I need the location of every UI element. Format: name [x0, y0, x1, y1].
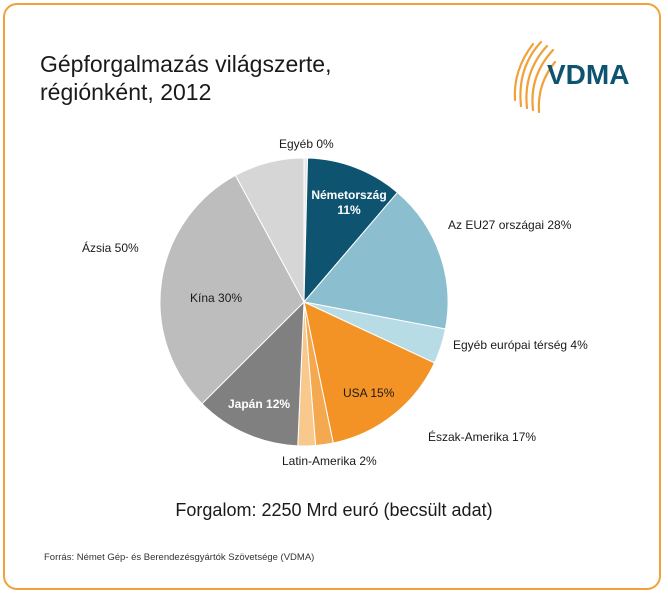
vdma-logo-text: VDMA — [547, 59, 629, 90]
source-note: Forrás: Német Gép- és Berendezésgyártók … — [44, 552, 315, 563]
pie-slice-1 — [303, 157, 399, 304]
label-japan: Japán 12% — [228, 397, 290, 411]
label-nemetorszag: Németország — [311, 188, 386, 202]
title-line-1: Gépforgalmazás világszerte, — [40, 51, 332, 77]
label-egyeb: Egyéb 0% — [279, 137, 334, 151]
label-egyeb-europai: Egyéb európai térség 4% — [453, 338, 588, 352]
total-turnover: Forgalom: 2250 Mrd euró (becsült adat) — [175, 500, 493, 520]
pie-slice-2 — [303, 191, 449, 330]
pie-slices — [159, 157, 449, 447]
label-azsia: Ázsia 50% — [82, 240, 139, 255]
label-eszak-amerika: Észak-Amerika 17% — [428, 429, 536, 444]
pie-slice-8 — [159, 174, 305, 405]
label-eu27: Az EU27 országai 28% — [448, 218, 572, 232]
pie-slice-4 — [303, 301, 436, 444]
pie-slice-7 — [201, 300, 305, 447]
pie-slice-9 — [234, 157, 305, 303]
title-line-2: régiónként, 2012 — [40, 79, 212, 105]
label-usa: USA 15% — [343, 386, 395, 400]
vdma-logo: VDMA — [513, 40, 629, 114]
label-kina: Kína 30% — [190, 291, 242, 305]
label-nemetorszag-pct: 11% — [337, 203, 361, 217]
vdma-logo-arcs — [513, 40, 557, 114]
label-latin-amerika: Latin-Amerika 2% — [282, 454, 377, 468]
chart-title: Gépforgalmazás világszerte, régiónként, … — [40, 50, 331, 106]
